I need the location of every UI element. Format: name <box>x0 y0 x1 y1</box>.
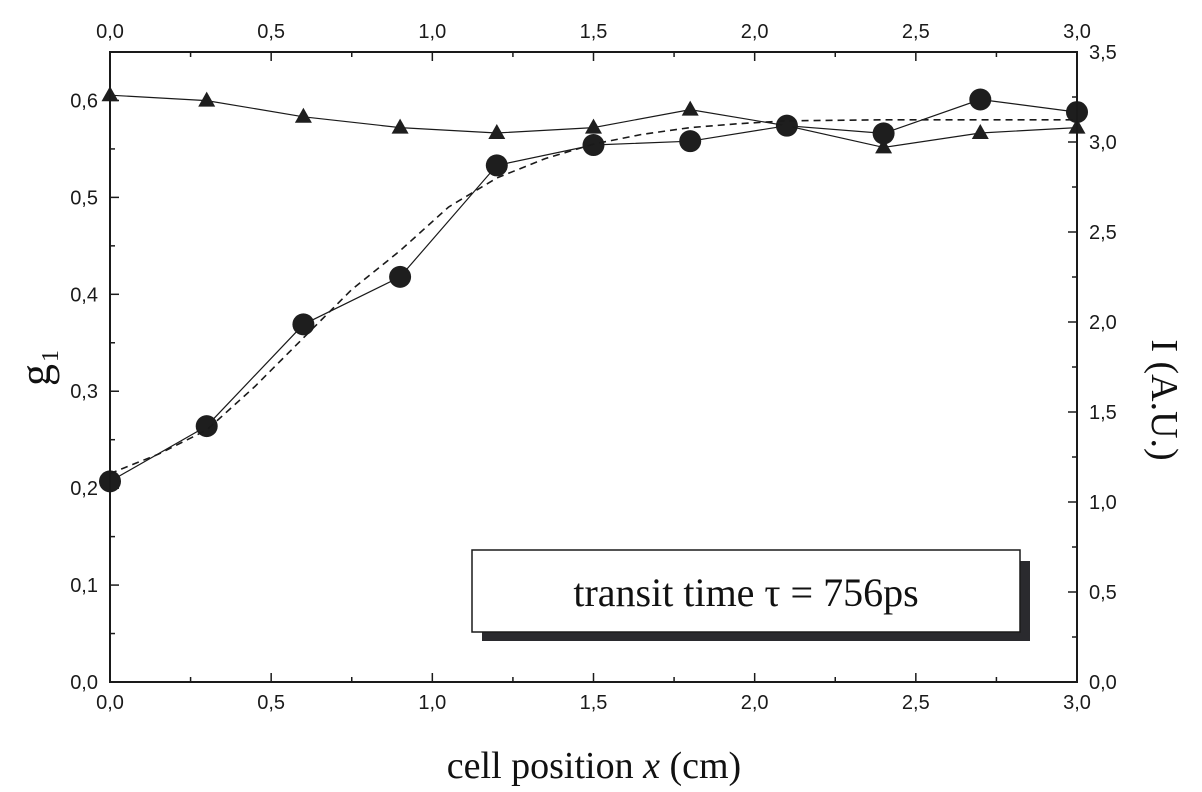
annotation-text: transit time τ = 756ps <box>573 570 918 615</box>
y2-tick-label: 2,0 <box>1089 312 1117 334</box>
y-tick-label: 0,1 <box>70 575 98 597</box>
x-tick-label-top: 1,5 <box>580 21 608 43</box>
x-tick-label-bottom: 2,0 <box>741 692 769 714</box>
x-tick-label-top: 2,0 <box>741 21 769 43</box>
y-tick-label: 0,3 <box>70 381 98 403</box>
y2-tick-label: 3,0 <box>1089 132 1117 154</box>
data-point-triangle <box>585 118 602 134</box>
data-point-triangle <box>391 118 409 134</box>
data-point-triangle <box>971 124 989 139</box>
x-axis-title: cell position x (cm) <box>447 745 741 787</box>
series-circle-line <box>109 98 1078 482</box>
data-point-triangle <box>875 138 893 154</box>
y-axis-title: g1 <box>11 350 64 386</box>
data-point-circle <box>679 130 702 153</box>
data-point-circle <box>969 88 992 111</box>
data-point-circle <box>292 313 315 336</box>
y-tick-label: 0,0 <box>70 672 98 694</box>
series-layer <box>99 86 1088 493</box>
x-tick-label-top: 2,5 <box>902 21 930 43</box>
x-tick-label-bottom: 0,5 <box>257 692 285 714</box>
y2-tick-label: 0,5 <box>1089 582 1117 604</box>
x-tick-label-bottom: 3,0 <box>1063 692 1091 714</box>
data-point-triangle <box>294 107 312 123</box>
y2-tick-label: 3,5 <box>1089 42 1117 64</box>
y-tick-label: 0,5 <box>70 187 98 209</box>
plot-frame <box>109 51 1078 683</box>
series-dashed-fit-line <box>109 119 1077 475</box>
data-point-circle <box>485 154 508 177</box>
x-tick-label-top: 0,5 <box>257 21 285 43</box>
x-tick-label-top: 1,0 <box>418 21 446 43</box>
y2-axis-title: I (A.U.) <box>1143 339 1185 460</box>
x-tick-label-top: 0,0 <box>96 21 124 43</box>
y-tick-label: 0,4 <box>70 284 98 306</box>
y-tick-label: 0,2 <box>70 478 98 500</box>
annotation-frame <box>471 549 1021 633</box>
y2-tick-label: 0,0 <box>1089 672 1117 694</box>
data-point-triangle <box>488 124 506 139</box>
data-point-circle <box>389 265 412 288</box>
data-point-triangle <box>198 91 216 107</box>
y2-tick-label: 1,5 <box>1089 402 1117 424</box>
x-tick-label-bottom: 1,5 <box>580 692 608 714</box>
y2-tick-label: 1,0 <box>1089 492 1117 514</box>
x-tick-label-bottom: 2,5 <box>902 692 930 714</box>
x-tick-label-bottom: 1,0 <box>418 692 446 714</box>
x-tick-label-bottom: 0,0 <box>96 692 124 714</box>
data-point-circle <box>582 134 605 157</box>
y-tick-label: 0,6 <box>70 90 98 112</box>
y2-tick-label: 2,5 <box>1089 222 1117 244</box>
data-point-circle <box>872 122 895 145</box>
data-point-triangle <box>778 116 796 132</box>
x-tick-label-top: 3,0 <box>1063 21 1091 43</box>
ticks-layer: 0,00,00,50,51,01,01,51,52,02,02,52,53,03… <box>70 21 1117 714</box>
data-point-circle <box>195 415 218 438</box>
annotation-box: transit time τ = 756ps <box>471 549 1030 641</box>
data-point-triangle <box>681 100 699 116</box>
